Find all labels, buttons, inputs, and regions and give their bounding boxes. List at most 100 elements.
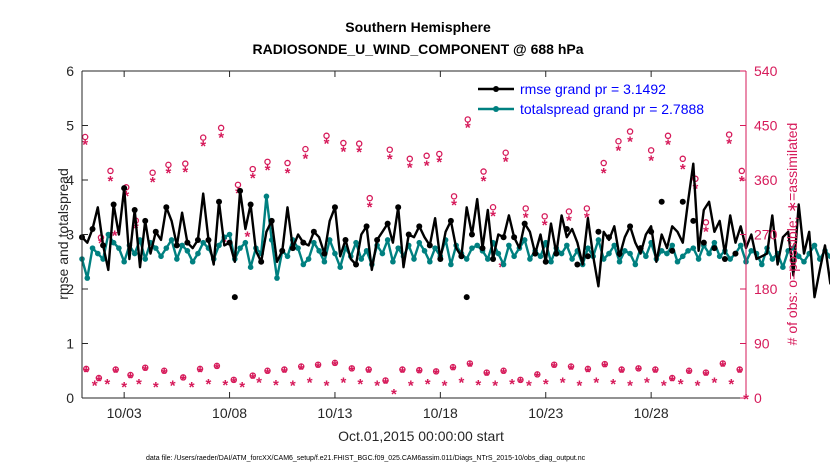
obs-possible-marker bbox=[366, 194, 373, 202]
obs-possible-marker bbox=[738, 167, 746, 175]
obs-assimilated-marker: * bbox=[560, 375, 566, 392]
totalspread-marker bbox=[295, 245, 301, 251]
obs-assimilated-marker: * bbox=[551, 360, 557, 377]
x-tick-label: 10/28 bbox=[634, 405, 669, 421]
obs-assimilated-marker: * bbox=[602, 359, 608, 376]
totalspread-marker bbox=[427, 258, 433, 265]
obs-assimilated-marker: * bbox=[737, 364, 743, 381]
rmse-marker bbox=[237, 187, 244, 194]
obs-assimilated-marker: * bbox=[534, 369, 540, 386]
obs-possible-marker bbox=[199, 134, 207, 141]
rmse-marker bbox=[732, 250, 739, 257]
axes: 0 1 2 3 4 5 6 0 90 180 270 360 450 540 10/03 10/08 10/13… bbox=[66, 63, 777, 421]
obs-possible-marker bbox=[141, 364, 149, 371]
totalspread-marker bbox=[716, 253, 723, 260]
totalspread-marker bbox=[685, 248, 691, 254]
totalspread-marker bbox=[595, 237, 602, 243]
y-tick-label-left: 5 bbox=[66, 118, 74, 134]
totalspread-marker bbox=[416, 239, 423, 246]
totalspread-marker bbox=[811, 242, 818, 249]
obs-assimilated-marker: * bbox=[357, 376, 363, 393]
obs-assimilated-marker: * bbox=[273, 377, 279, 394]
rmse-marker bbox=[353, 261, 360, 268]
obs-assimilated-marker: * bbox=[436, 154, 442, 171]
totalspread-marker bbox=[569, 256, 575, 262]
totalspread-marker bbox=[121, 258, 127, 265]
rmse-marker bbox=[721, 256, 728, 263]
obs-assimilated-marker: * bbox=[108, 173, 114, 190]
totalspread-marker bbox=[379, 250, 386, 257]
y-tick-label-right: 0 bbox=[754, 390, 762, 406]
obs-possible-marker bbox=[112, 366, 119, 373]
rmse-marker bbox=[194, 236, 201, 243]
obs-possible-marker bbox=[160, 367, 168, 374]
obs-possible-marker bbox=[107, 167, 114, 175]
obs-assimilated-marker: * bbox=[465, 120, 471, 137]
obs-possible-marker bbox=[284, 159, 291, 167]
y-tick-label-right: 90 bbox=[754, 336, 770, 352]
rmse-marker bbox=[231, 294, 238, 301]
totalspread-marker bbox=[284, 253, 291, 260]
obs-possible-marker bbox=[302, 145, 309, 153]
obs-assimilated-marker: * bbox=[387, 151, 393, 168]
obs-possible-marker bbox=[297, 363, 305, 370]
totalspread-marker bbox=[679, 253, 686, 260]
totalspread-marker bbox=[110, 239, 117, 246]
obs-possible-marker bbox=[464, 116, 472, 123]
obs-assimilated-marker: * bbox=[161, 366, 167, 383]
obs-possible-marker bbox=[82, 365, 90, 373]
obs-assimilated-marker: * bbox=[711, 375, 717, 392]
rmse-marker bbox=[310, 228, 317, 235]
totalspread-marker bbox=[711, 239, 718, 246]
obs-possible-marker bbox=[466, 360, 474, 367]
totalspread-marker bbox=[627, 250, 633, 257]
obs-possible-marker bbox=[480, 168, 487, 175]
obs-possible-marker bbox=[719, 360, 727, 367]
rmse-marker bbox=[595, 228, 602, 235]
obs-assimilated-marker: * bbox=[652, 364, 658, 381]
totalspread-marker bbox=[527, 256, 533, 262]
rmse-marker bbox=[648, 228, 655, 235]
totalspread-marker bbox=[184, 248, 191, 254]
obs-assimilated-marker: * bbox=[206, 376, 212, 393]
obs-assimilated-marker: * bbox=[113, 364, 119, 381]
totalspread-marker bbox=[337, 264, 344, 271]
obs-possible-marker bbox=[348, 365, 356, 372]
obs-assimilated-marker: * bbox=[610, 376, 616, 393]
obs-assimilated-marker: * bbox=[307, 375, 313, 392]
totalspread-marker bbox=[116, 245, 122, 251]
obs-assimilated-marker: * bbox=[467, 358, 473, 375]
obs-assimilated-marker: * bbox=[265, 162, 271, 179]
obs-possible-marker bbox=[565, 208, 573, 215]
y-tick-label-left: 3 bbox=[66, 227, 74, 243]
y-tick-label-right: 270 bbox=[754, 227, 778, 243]
obs-possible-marker bbox=[234, 181, 242, 189]
obs-assimilated-marker: * bbox=[285, 165, 291, 182]
obs-possible-marker bbox=[382, 377, 389, 384]
rmse-marker bbox=[321, 250, 328, 257]
obs-assimilated-marker: * bbox=[123, 188, 129, 205]
obs-assimilated-marker: * bbox=[616, 143, 622, 160]
obs-assimilated-marker: * bbox=[451, 197, 457, 214]
rmse-marker bbox=[553, 250, 560, 257]
obs-assimilated-marker: * bbox=[442, 378, 448, 395]
rmse-marker bbox=[300, 239, 307, 246]
obs-assimilated-marker: * bbox=[366, 364, 372, 381]
obs-assimilated-marker: * bbox=[680, 161, 686, 178]
obs-assimilated-marker: * bbox=[150, 174, 156, 191]
obs-possible-marker bbox=[668, 374, 676, 382]
totalspread-marker bbox=[548, 258, 554, 265]
obs-possible-marker bbox=[81, 133, 89, 141]
obs-assimilated-marker: * bbox=[245, 229, 251, 246]
y-tick-label-left: 4 bbox=[66, 172, 74, 188]
obs-assimilated-marker: * bbox=[399, 364, 405, 381]
rmse-marker bbox=[247, 201, 254, 208]
rmse-marker bbox=[605, 234, 612, 241]
rmse-marker bbox=[563, 226, 570, 233]
x-tick-label: 10/03 bbox=[107, 405, 142, 421]
obs-assimilated-marker: * bbox=[256, 375, 262, 392]
rmse-marker bbox=[110, 201, 117, 208]
rmse-marker bbox=[700, 239, 707, 246]
totalspread-marker bbox=[168, 237, 175, 243]
obs-assimilated-marker: * bbox=[200, 138, 206, 155]
